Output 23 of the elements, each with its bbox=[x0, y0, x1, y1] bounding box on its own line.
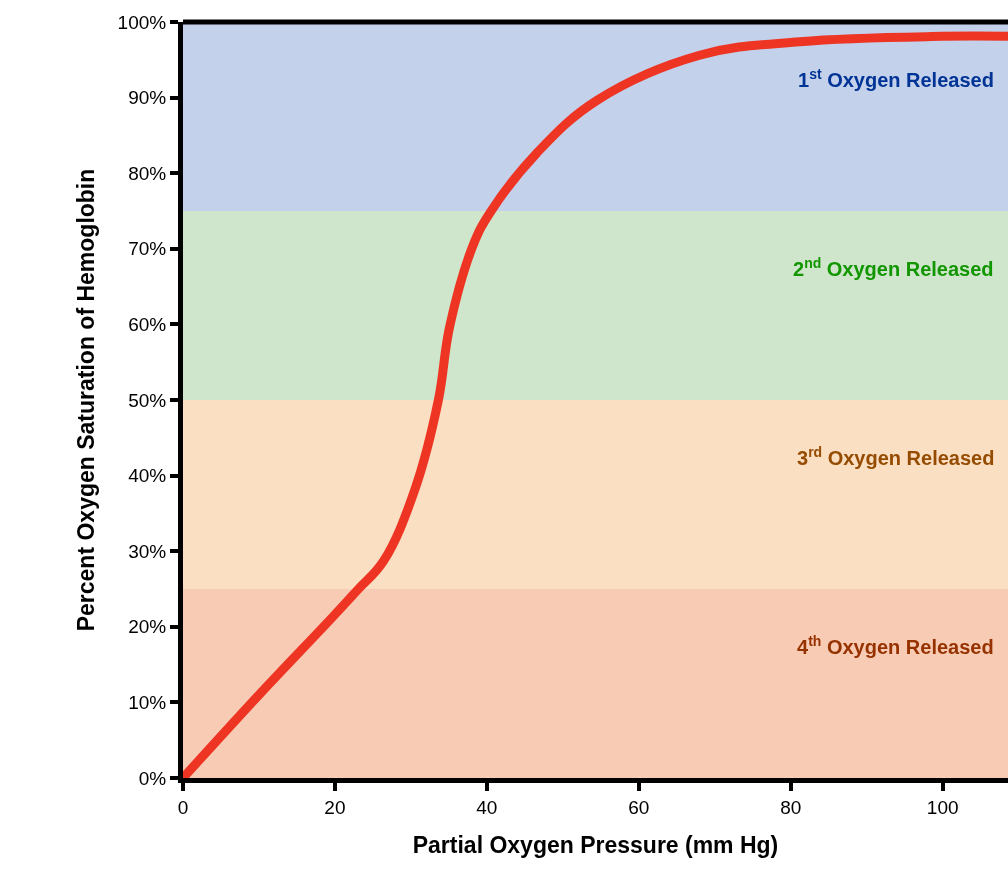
band-label: 3$^{rd}$ Oxygen Released bbox=[797, 444, 995, 470]
band-label: 1$^{st}$ Oxygen Released bbox=[798, 66, 994, 92]
x-tick-label: 60 bbox=[628, 796, 650, 818]
y-tick-label: 80% bbox=[128, 162, 167, 184]
y-tick-label: 30% bbox=[128, 540, 167, 562]
y-tick-label: 50% bbox=[128, 389, 167, 411]
y-tick-label: 90% bbox=[128, 87, 167, 109]
y-tick-label: 70% bbox=[128, 238, 167, 260]
x-tick-label: 100 bbox=[926, 796, 959, 818]
band-label: 2$^{nd}$ Oxygen Released bbox=[793, 255, 994, 281]
x-axis-title: Partial Oxygen Pressure (mm Hg) bbox=[412, 832, 779, 859]
x-tick-label: 80 bbox=[780, 796, 802, 818]
y-tick-label: 20% bbox=[128, 616, 167, 638]
band-label: 4$^{th}$ Oxygen Released bbox=[797, 633, 994, 659]
y-tick-label: 100% bbox=[117, 11, 167, 33]
y-tick-label: 0% bbox=[138, 767, 167, 789]
y-axis-title: Percent Oxygen Saturation of Hemoglobin bbox=[73, 168, 100, 632]
x-tick-label: 40 bbox=[476, 796, 498, 818]
y-tick-label: 40% bbox=[128, 465, 167, 487]
y-tick-label: 10% bbox=[128, 692, 167, 714]
y-tick-label: 60% bbox=[128, 314, 167, 336]
x-tick-label: 0 bbox=[177, 796, 189, 818]
x-tick-label: 20 bbox=[324, 796, 346, 818]
